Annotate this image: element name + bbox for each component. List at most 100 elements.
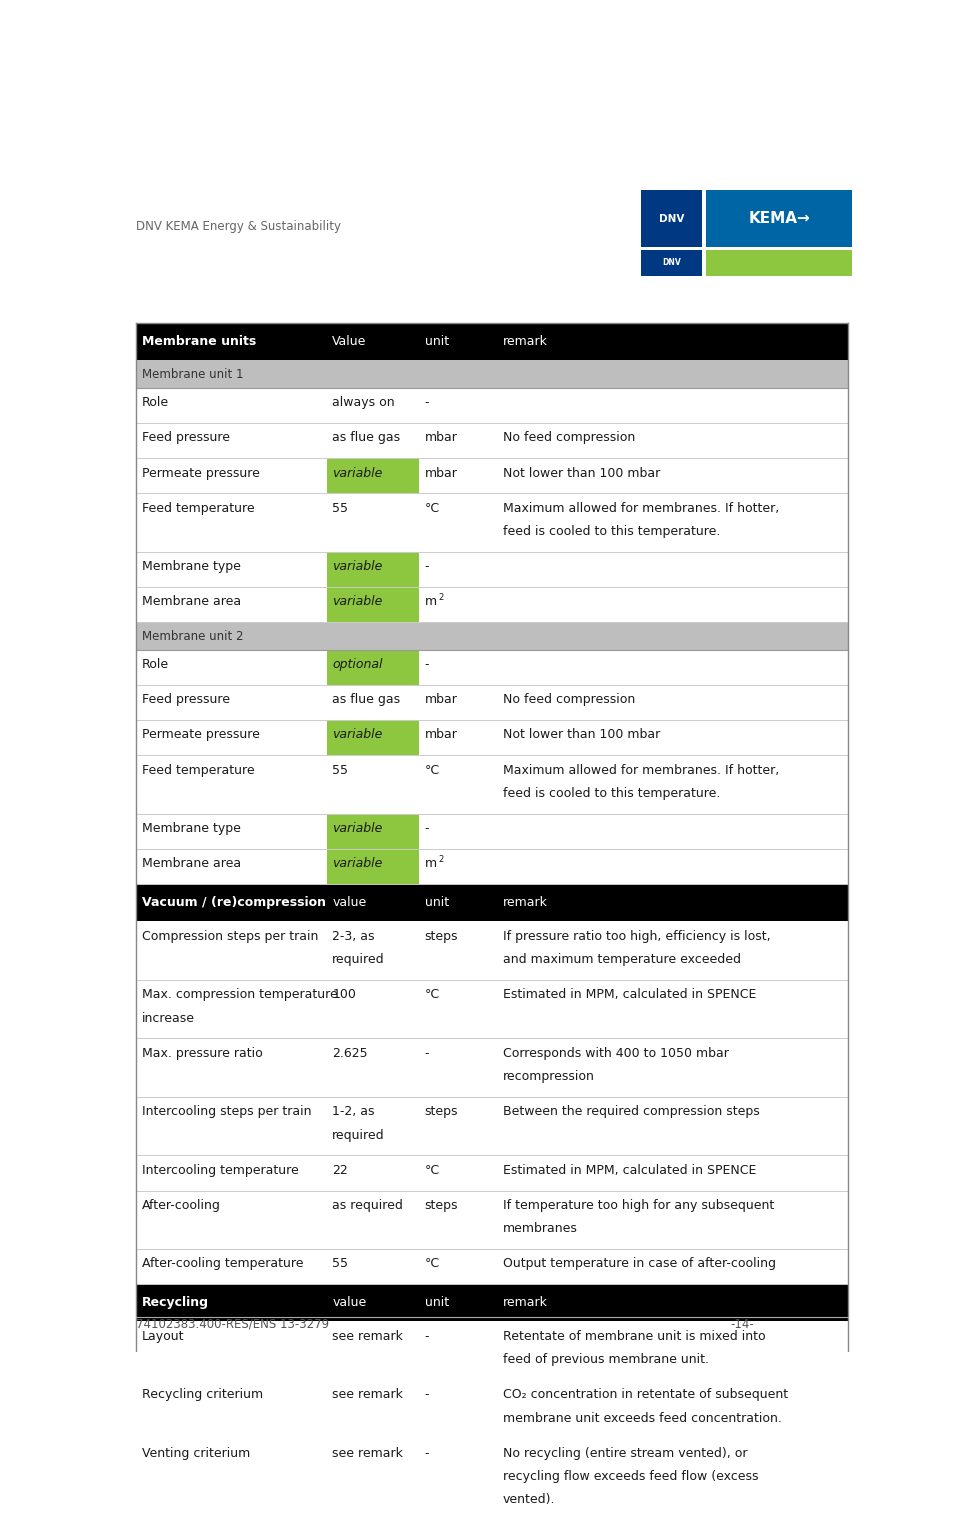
Text: steps: steps bbox=[424, 930, 458, 943]
Text: required: required bbox=[332, 952, 385, 966]
Bar bbox=[707, 251, 852, 276]
Text: Membrane area: Membrane area bbox=[141, 595, 241, 608]
Bar bbox=[327, 586, 420, 623]
Text: 2.625: 2.625 bbox=[332, 1047, 368, 1060]
Text: If temperature too high for any subsequent: If temperature too high for any subseque… bbox=[503, 1198, 774, 1212]
Text: variable: variable bbox=[332, 595, 383, 608]
Bar bbox=[136, 1322, 848, 1379]
Text: Feed pressure: Feed pressure bbox=[141, 693, 229, 706]
Bar bbox=[136, 685, 848, 720]
Text: unit: unit bbox=[424, 334, 448, 348]
Text: DNV: DNV bbox=[662, 258, 681, 267]
Text: membrane unit exceeds feed concentration.: membrane unit exceeds feed concentration… bbox=[503, 1411, 781, 1425]
Text: CO₂ concentration in retentate of subsequent: CO₂ concentration in retentate of subseq… bbox=[503, 1388, 788, 1401]
Text: recompression: recompression bbox=[503, 1069, 595, 1083]
Text: feed of previous membrane unit.: feed of previous membrane unit. bbox=[503, 1353, 708, 1366]
Text: 2: 2 bbox=[438, 592, 444, 602]
Text: unit: unit bbox=[424, 896, 448, 910]
Bar bbox=[136, 424, 848, 459]
Text: 55: 55 bbox=[332, 1258, 348, 1270]
Text: -: - bbox=[424, 1047, 429, 1060]
Text: Membrane area: Membrane area bbox=[141, 857, 241, 870]
Text: required: required bbox=[332, 1129, 385, 1141]
Text: °C: °C bbox=[424, 501, 440, 515]
Text: After-cooling: After-cooling bbox=[141, 1198, 221, 1212]
Bar bbox=[136, 586, 848, 623]
Text: 74102383.400-RES/ENS 13-3279: 74102383.400-RES/ENS 13-3279 bbox=[136, 1318, 329, 1331]
Bar bbox=[327, 814, 420, 849]
Text: m: m bbox=[424, 857, 437, 870]
Text: °C: °C bbox=[424, 1164, 440, 1177]
Text: Intercooling steps per train: Intercooling steps per train bbox=[141, 1106, 311, 1118]
Text: as flue gas: as flue gas bbox=[332, 431, 400, 445]
Text: 1-2, as: 1-2, as bbox=[332, 1106, 374, 1118]
Text: Membrane type: Membrane type bbox=[141, 561, 240, 573]
Text: see remark: see remark bbox=[332, 1329, 403, 1343]
Text: °C: °C bbox=[424, 989, 440, 1001]
Bar bbox=[327, 459, 420, 494]
Bar bbox=[641, 190, 702, 246]
Text: remark: remark bbox=[503, 334, 548, 348]
Text: value: value bbox=[332, 1296, 367, 1309]
Text: Role: Role bbox=[141, 396, 169, 409]
Text: value: value bbox=[332, 896, 367, 910]
Text: see remark: see remark bbox=[332, 1446, 403, 1460]
Bar bbox=[136, 720, 848, 755]
Text: Feed temperature: Feed temperature bbox=[141, 501, 254, 515]
Bar bbox=[136, 980, 848, 1039]
Text: 55: 55 bbox=[332, 764, 348, 776]
Text: 22: 22 bbox=[332, 1164, 348, 1177]
Text: Recycling: Recycling bbox=[141, 1296, 208, 1309]
Text: variable: variable bbox=[332, 561, 383, 573]
Text: DNV KEMA Energy & Sustainability: DNV KEMA Energy & Sustainability bbox=[136, 220, 342, 232]
Text: mbar: mbar bbox=[424, 693, 458, 706]
Bar bbox=[136, 623, 848, 650]
Text: Not lower than 100 mbar: Not lower than 100 mbar bbox=[503, 729, 660, 741]
Text: feed is cooled to this temperature.: feed is cooled to this temperature. bbox=[503, 787, 720, 801]
Text: Vacuum / (re)compression: Vacuum / (re)compression bbox=[141, 896, 325, 910]
Text: Role: Role bbox=[141, 658, 169, 671]
Bar bbox=[707, 190, 852, 246]
Text: Not lower than 100 mbar: Not lower than 100 mbar bbox=[503, 466, 660, 480]
Bar bbox=[327, 650, 420, 685]
Text: Membrane unit 2: Membrane unit 2 bbox=[141, 629, 243, 643]
Bar bbox=[136, 1249, 848, 1284]
Text: feed is cooled to this temperature.: feed is cooled to this temperature. bbox=[503, 526, 720, 538]
Text: variable: variable bbox=[332, 466, 383, 480]
Text: Corresponds with 400 to 1050 mbar: Corresponds with 400 to 1050 mbar bbox=[503, 1047, 729, 1060]
Text: Maximum allowed for membranes. If hotter,: Maximum allowed for membranes. If hotter… bbox=[503, 501, 780, 515]
Bar bbox=[327, 551, 420, 586]
Text: Estimated in MPM, calculated in SPENCE: Estimated in MPM, calculated in SPENCE bbox=[503, 1164, 756, 1177]
Text: steps: steps bbox=[424, 1198, 458, 1212]
Text: and maximum temperature exceeded: and maximum temperature exceeded bbox=[503, 952, 741, 966]
Text: Permeate pressure: Permeate pressure bbox=[141, 466, 259, 480]
Text: -: - bbox=[424, 1446, 429, 1460]
Text: membranes: membranes bbox=[503, 1223, 578, 1235]
Bar bbox=[136, 459, 848, 494]
Bar bbox=[136, 1379, 848, 1438]
Text: -: - bbox=[424, 561, 429, 573]
Text: No recycling (entire stream vented), or: No recycling (entire stream vented), or bbox=[503, 1446, 748, 1460]
Text: If pressure ratio too high, efficiency is lost,: If pressure ratio too high, efficiency i… bbox=[503, 930, 771, 943]
Text: vented).: vented). bbox=[503, 1493, 556, 1507]
Text: -: - bbox=[424, 658, 429, 671]
Text: remark: remark bbox=[503, 1296, 548, 1309]
Text: steps: steps bbox=[424, 1106, 458, 1118]
Text: -14-: -14- bbox=[730, 1318, 754, 1331]
Text: No feed compression: No feed compression bbox=[503, 693, 636, 706]
Text: Feed temperature: Feed temperature bbox=[141, 764, 254, 776]
Text: increase: increase bbox=[141, 1012, 195, 1024]
Text: Compression steps per train: Compression steps per train bbox=[141, 930, 318, 943]
Bar bbox=[136, 494, 848, 551]
Bar bbox=[136, 360, 848, 389]
Text: No feed compression: No feed compression bbox=[503, 431, 636, 445]
Text: Feed pressure: Feed pressure bbox=[141, 431, 229, 445]
Text: remark: remark bbox=[503, 896, 548, 910]
Text: -: - bbox=[424, 1388, 429, 1401]
Text: Retentate of membrane unit is mixed into: Retentate of membrane unit is mixed into bbox=[503, 1329, 765, 1343]
Text: recycling flow exceeds feed flow (excess: recycling flow exceeds feed flow (excess bbox=[503, 1470, 758, 1483]
Text: 2: 2 bbox=[438, 855, 444, 864]
Text: Maximum allowed for membranes. If hotter,: Maximum allowed for membranes. If hotter… bbox=[503, 764, 780, 776]
Text: -: - bbox=[424, 822, 429, 835]
Text: see remark: see remark bbox=[332, 1388, 403, 1401]
